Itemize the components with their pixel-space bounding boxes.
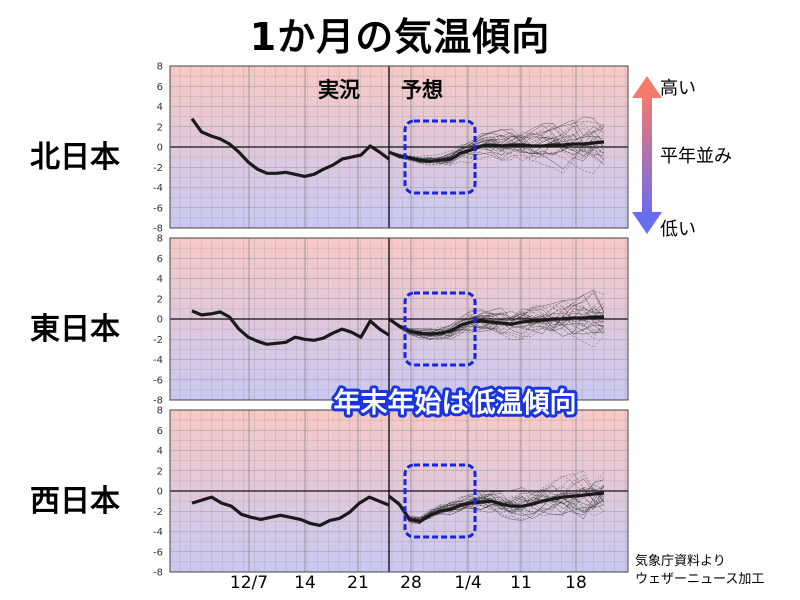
y-tick-label: -4 — [153, 183, 163, 194]
y-tick-label: -4 — [153, 355, 163, 366]
ensemble-member-line — [388, 489, 605, 519]
plot-frame — [169, 65, 629, 229]
x-tick-label: 1/4 — [454, 573, 481, 593]
legend-low-label: 低い — [660, 219, 696, 240]
ensemble-member-line — [388, 136, 605, 162]
forecast-mean-line — [388, 491, 605, 524]
ensemble-member-line — [388, 123, 605, 162]
y-tick-label: 4 — [157, 446, 163, 457]
y-tick-label: 0 — [157, 487, 163, 498]
ensemble-member-line — [388, 302, 605, 337]
x-tick-label: 21 — [347, 573, 369, 593]
y-tick-label: -2 — [153, 335, 163, 346]
y-tick-label: 6 — [157, 426, 163, 437]
y-tick-label: -6 — [153, 375, 163, 386]
x-tick-label: 12/7 — [230, 573, 268, 593]
new-year-highlight-box — [403, 463, 477, 539]
ensemble-member-line — [388, 311, 605, 333]
y-tick-label: 0 — [157, 143, 163, 154]
ensemble-member-line — [388, 125, 605, 164]
ensemble-member-line — [388, 134, 605, 163]
ensemble-member-line — [388, 307, 605, 348]
ensemble-member-line — [388, 134, 605, 174]
ensemble-member-line — [388, 144, 605, 162]
ensemble-member-line — [388, 307, 605, 332]
panel-2: 8 6 4 2 0 -2 -4 -6 -8 西日本 — [30, 406, 629, 579]
credit-processing: ウェザーニュース加工 — [635, 572, 765, 587]
page-title: 1か月の気温傾向 — [249, 15, 551, 59]
y-tick-label: 8 — [157, 406, 163, 417]
headline-banner: 年末年始は低温傾向 — [334, 387, 577, 419]
ensemble-member-line — [388, 305, 605, 340]
forecast-mean-line — [388, 140, 605, 163]
y-tick-label: 8 — [157, 62, 163, 73]
x-tick-label: 14 — [294, 573, 316, 593]
y-tick-label: -4 — [153, 527, 163, 538]
forecast-phase-label: 予想 — [401, 78, 443, 102]
region-label: 西日本 — [30, 484, 120, 519]
y-tick-label: 2 — [157, 294, 163, 305]
plot-frame — [169, 237, 629, 401]
region-label: 北日本 — [30, 140, 120, 175]
observed-series-line — [190, 117, 390, 178]
y-tick-label: 4 — [157, 274, 163, 285]
ensemble-member-line — [388, 123, 605, 162]
new-year-highlight-box — [403, 291, 477, 367]
x-tick-label: 18 — [565, 573, 587, 593]
ensemble-member-line — [388, 470, 605, 523]
observed-series-line — [191, 309, 390, 346]
region-label: 東日本 — [30, 312, 120, 347]
y-tick-label: 2 — [157, 122, 163, 133]
credit-source: 気象庁資料より — [635, 554, 726, 569]
y-tick-label: 4 — [157, 102, 163, 113]
x-tick-label: 28 — [400, 573, 422, 593]
plot-frame — [169, 409, 629, 573]
y-tick-label: -8 — [153, 224, 163, 235]
y-tick-label: -6 — [153, 547, 163, 558]
y-tick-label: -2 — [153, 507, 163, 518]
y-tick-label: 6 — [157, 254, 163, 265]
y-tick-label: 2 — [157, 466, 163, 477]
forecast-mean-line — [388, 315, 604, 336]
legend-arrow-icon — [632, 76, 662, 234]
observed-phase-label: 実況 — [318, 78, 360, 102]
ensemble-member-line — [388, 486, 605, 519]
new-year-highlight-box — [403, 119, 477, 195]
y-tick-label: 0 — [157, 315, 163, 326]
x-tick-label: 11 — [510, 573, 532, 593]
legend-normal-label: 平年並み — [660, 146, 732, 167]
y-tick-label: 6 — [157, 82, 163, 93]
observed-series-line — [191, 495, 390, 528]
ensemble-member-line — [388, 488, 605, 521]
legend: 高い 平年並み 低い — [632, 76, 732, 240]
ensemble-member-line — [388, 307, 605, 339]
y-tick-label: -2 — [153, 163, 163, 174]
ensemble-member-line — [388, 140, 605, 174]
y-tick-label: -8 — [153, 396, 163, 407]
y-tick-label: -6 — [153, 203, 163, 214]
y-tick-label: -8 — [153, 568, 163, 579]
legend-high-label: 高い — [660, 78, 696, 99]
panel-0: 8 6 4 2 0 -2 -4 -6 -8 北日本 — [30, 62, 629, 235]
panel-1: 8 6 4 2 0 -2 -4 -6 -8 東日本 — [30, 234, 629, 407]
y-tick-label: 8 — [157, 234, 163, 245]
